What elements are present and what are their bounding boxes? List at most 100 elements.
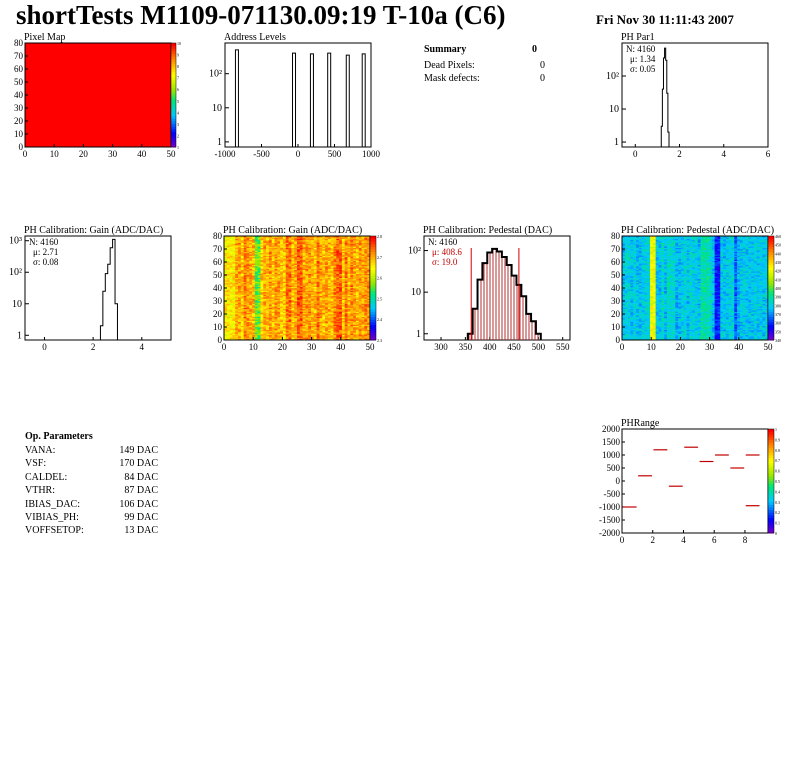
gain-2d-cell — [263, 280, 267, 282]
gain-2d-cell — [291, 330, 295, 333]
gain-2d-cell — [240, 250, 244, 252]
gain-2d-cell — [238, 307, 242, 310]
gain-2d-cell — [260, 308, 264, 311]
gain-2d-cell — [325, 330, 329, 333]
gain-2d-cell — [240, 252, 244, 255]
gain-2d-cell — [232, 263, 236, 265]
gain-2d-cell — [263, 282, 267, 285]
gain-2d-cell — [232, 303, 236, 306]
gain-2d-cell — [355, 238, 360, 241]
gain-2d-cell — [268, 236, 273, 238]
gain-2d-cell — [238, 325, 242, 328]
gain-2d-cell — [353, 306, 357, 308]
gain-2d-cell — [252, 284, 256, 286]
gain-2d-cell — [299, 323, 303, 325]
pedestal-2d-cell — [627, 242, 631, 245]
gain-2d-cell — [330, 319, 334, 321]
gain-2d-cell — [316, 303, 320, 306]
gain-2d-cell — [367, 236, 371, 238]
gain-2d-cell — [322, 304, 326, 307]
gain-2d-cell — [249, 286, 253, 289]
gain-2d-cell — [302, 247, 306, 250]
gain-2d-cell — [367, 329, 371, 332]
gain-2d-cell — [367, 285, 371, 287]
pedestal-2d-cell — [633, 333, 637, 336]
gain-2d-cell — [285, 310, 289, 312]
gain-2d-cell — [333, 307, 337, 310]
gain-2d-cell — [235, 258, 239, 260]
gain-2d-cell — [358, 316, 362, 319]
gain-2d-cell — [319, 315, 323, 317]
gain-2d-cell — [313, 327, 317, 329]
gain-2d-cell — [327, 328, 331, 330]
gain-2d-cell — [330, 295, 334, 298]
gain-2d-cell — [302, 269, 306, 272]
gain-2d-cell — [291, 284, 295, 286]
gain-2d-cell — [319, 264, 323, 267]
gain-2d-cell — [322, 329, 326, 332]
gain-2d-cell — [243, 239, 247, 242]
gain-2d-cell — [330, 277, 334, 280]
gain-2d-cell — [268, 265, 273, 268]
gain-2d-cell — [305, 289, 309, 291]
gain-2d-cell — [333, 284, 337, 286]
gain-2d-cell — [302, 302, 306, 304]
gain-2d-cell — [268, 264, 273, 267]
gain-2d-cell — [350, 250, 354, 252]
gain-2d-cell — [355, 333, 360, 336]
gain-2d-cell — [311, 254, 315, 256]
gain-2d-cell — [322, 271, 326, 273]
gain-2d-cell — [299, 293, 303, 295]
gain-2d-cell — [319, 291, 323, 294]
gain-2d-cell — [285, 334, 289, 337]
gain-2d-cell — [302, 265, 306, 268]
gain-2d-cell — [333, 311, 337, 313]
pedestal-2d-cell — [633, 285, 637, 287]
pedestal-2d-cell — [636, 321, 640, 324]
gain-2d-cell — [224, 237, 228, 239]
gain-2d-cell — [240, 265, 244, 268]
gain-2d-cell — [339, 299, 343, 302]
gain-2d-cell — [240, 304, 244, 307]
gain-2d-cell — [254, 245, 258, 247]
pixel-map-palette-swatch — [171, 115, 176, 119]
gain-2d-cell — [257, 317, 261, 320]
gain-2d-cell — [353, 324, 357, 326]
gain-2d-cell — [271, 280, 275, 282]
gain-2d-cell — [367, 303, 371, 306]
gain-2d-cell — [229, 249, 233, 251]
gain-2d-cell — [240, 239, 244, 242]
gain-2d-cell — [313, 308, 317, 311]
gain-2d-cell — [361, 239, 365, 242]
gain-2d-cell — [358, 278, 362, 281]
gain-2d-cell — [288, 290, 292, 293]
gain-2d-cell — [336, 293, 340, 295]
pedestal-2d-cell — [624, 290, 628, 293]
gain-2d-cell — [364, 336, 368, 338]
gain-2d-cell — [341, 256, 346, 259]
gain-2d-cell — [294, 275, 298, 277]
gain-2d-cell — [249, 262, 253, 264]
pixel-map-palette-swatch — [171, 63, 176, 67]
gain-2d-cell — [339, 276, 343, 278]
gain-2d-cell — [238, 269, 242, 272]
gain-2d-cell — [291, 236, 295, 238]
gain-2d-cell — [316, 246, 320, 248]
gain-2d-cell — [252, 336, 256, 338]
pedestal-2d-cell — [622, 280, 626, 282]
gain-2d-cell — [347, 268, 351, 271]
gain-2d-cell — [249, 264, 253, 267]
pedestal-2d-cell — [624, 258, 628, 260]
pedestal-2d-cell — [636, 241, 640, 243]
gain-2d-cell — [367, 327, 371, 329]
gain-2d-cell — [238, 329, 242, 332]
gain-2d-cell — [294, 242, 298, 245]
gain-2d-cell — [313, 256, 317, 259]
gain-2d-cell — [350, 319, 354, 321]
gain-2d-cell — [254, 262, 258, 264]
gain-2d-cell — [246, 276, 250, 278]
gain-2d-cell — [367, 267, 371, 269]
gain-2d-cell — [294, 330, 298, 333]
gain-2d-palette-swatch — [370, 295, 376, 299]
gain-2d-cell — [271, 315, 275, 317]
